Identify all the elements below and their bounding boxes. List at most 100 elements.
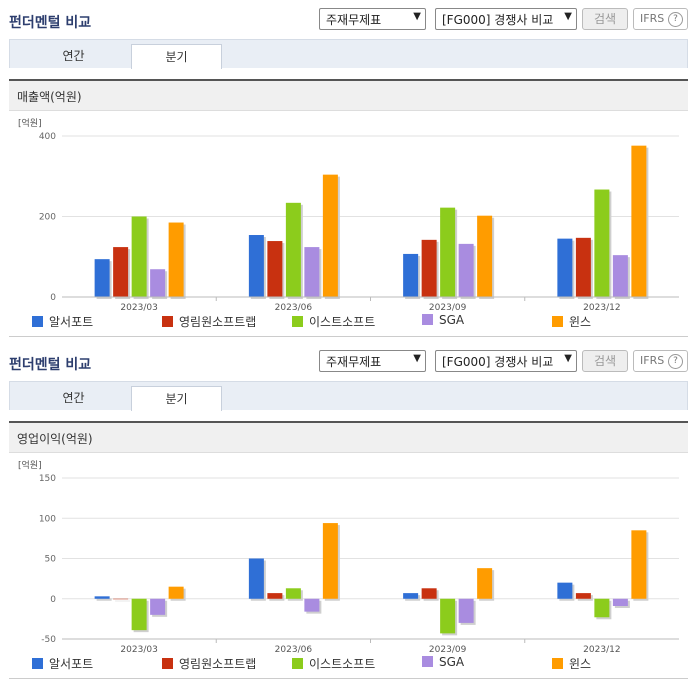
y-tick-label: -50 xyxy=(41,635,56,645)
period-tabs: 연간 분기 xyxy=(9,39,688,69)
fundamental-panel-operating-income: 펀더멘털 비교 주재무제표 ▼ [FG000] 경쟁사 비교 ▼ 검색 IFRS… xyxy=(0,342,696,684)
bar-shadow xyxy=(115,600,131,602)
bar xyxy=(113,598,129,600)
legend-item[interactable]: 이스트소프트 xyxy=(292,313,375,330)
y-tick-label: 0 xyxy=(50,595,56,605)
bar xyxy=(458,243,474,297)
bar xyxy=(631,530,647,599)
x-tick-label: 2023/12 xyxy=(583,303,620,313)
statement-select[interactable]: 주재무제표 ▼ xyxy=(319,8,426,30)
chevron-down-icon: ▼ xyxy=(413,11,421,22)
y-tick-label: 50 xyxy=(45,555,57,565)
legend-label: 알서포트 xyxy=(49,315,94,329)
legend-swatch xyxy=(422,656,433,667)
peer-compare-select-value: [FG000] 경쟁사 비교 xyxy=(442,13,554,27)
legend-label: 알서포트 xyxy=(49,657,94,671)
tab-quarterly[interactable]: 분기 xyxy=(131,386,222,411)
bar xyxy=(131,598,147,631)
legend-item[interactable]: 영림원소프트랩 xyxy=(162,655,256,672)
bar xyxy=(594,598,610,618)
bar xyxy=(575,237,591,297)
bar xyxy=(304,598,320,612)
legend-label: 영림원소프트랩 xyxy=(179,657,257,671)
legend-label: SGA xyxy=(439,313,465,327)
legend-item[interactable]: 윈스 xyxy=(552,313,591,330)
divider xyxy=(9,336,688,337)
peer-compare-select[interactable]: [FG000] 경쟁사 비교 ▼ xyxy=(435,8,577,30)
bar xyxy=(168,222,184,297)
legend-swatch xyxy=(292,316,303,327)
x-tick-label: 2023/09 xyxy=(429,303,467,313)
legend-item[interactable]: 이스트소프트 xyxy=(292,655,375,672)
chevron-down-icon: ▼ xyxy=(564,353,572,364)
fundamental-panel-revenue: 펀더멘털 비교 주재무제표 ▼ [FG000] 경쟁사 비교 ▼ 검색 IFRS… xyxy=(9,8,692,337)
bar xyxy=(285,202,301,297)
chart-header-label: 매출액(억원) xyxy=(17,90,82,104)
y-unit-label: [억원] xyxy=(18,117,42,129)
bar xyxy=(248,235,264,297)
bar xyxy=(304,247,320,297)
bar xyxy=(477,215,493,297)
x-tick-label: 2023/06 xyxy=(275,303,313,313)
x-tick-label: 2023/12 xyxy=(583,645,620,655)
ifrs-label: IFRS xyxy=(640,12,665,25)
bar xyxy=(267,593,283,599)
legend-swatch xyxy=(292,658,303,669)
legend-swatch xyxy=(162,658,173,669)
legend-swatch xyxy=(552,316,563,327)
bar xyxy=(403,593,419,599)
chart-header: 영업이익(억원) xyxy=(9,423,688,453)
divider xyxy=(9,678,688,679)
bar xyxy=(458,598,474,623)
bar xyxy=(285,588,301,599)
statement-select[interactable]: 주재무제표 ▼ xyxy=(319,350,426,372)
bar xyxy=(403,253,419,297)
legend-label: 윈스 xyxy=(569,315,592,329)
y-tick-label: 100 xyxy=(39,514,56,524)
statement-select-value: 주재무제표 xyxy=(326,355,382,369)
tab-annual[interactable]: 연간 xyxy=(62,391,85,405)
tab-quarterly[interactable]: 분기 xyxy=(131,44,222,69)
tab-annual[interactable]: 연간 xyxy=(62,49,85,63)
bar xyxy=(131,216,147,297)
bar xyxy=(477,568,493,599)
x-tick-label: 2023/03 xyxy=(120,303,157,313)
statement-select-value: 주재무제표 xyxy=(326,13,382,27)
bar xyxy=(248,558,264,599)
bar xyxy=(440,207,456,297)
chevron-down-icon: ▼ xyxy=(564,11,572,22)
peer-compare-select[interactable]: [FG000] 경쟁사 비교 ▼ xyxy=(435,350,577,372)
legend-swatch xyxy=(422,314,433,325)
chart-legend: 알서포트 영림원소프트랩 이스트소프트 SGA 윈스 xyxy=(32,313,692,329)
legend-item[interactable]: SGA xyxy=(422,313,464,327)
bar xyxy=(150,269,166,297)
ifrs-label: IFRS xyxy=(640,354,665,367)
ifrs-button[interactable]: IFRS ? xyxy=(633,8,688,30)
bar-shadow xyxy=(96,598,112,601)
chart-legend: 알서포트 영림원소프트랩 이스트소프트 SGA 윈스 xyxy=(32,655,692,671)
ifrs-button[interactable]: IFRS ? xyxy=(633,350,688,372)
peer-compare-select-value: [FG000] 경쟁사 비교 xyxy=(442,355,554,369)
legend-item[interactable]: 알서포트 xyxy=(32,655,93,672)
search-button[interactable]: 검색 xyxy=(582,8,628,30)
legend-label: 이스트소프트 xyxy=(309,657,376,671)
bar xyxy=(557,582,573,599)
bar xyxy=(575,593,591,599)
legend-item[interactable]: 알서포트 xyxy=(32,313,93,330)
legend-item[interactable]: SGA xyxy=(422,655,464,669)
y-tick-label: 200 xyxy=(39,213,56,223)
x-tick-label: 2023/03 xyxy=(120,645,157,655)
divider xyxy=(9,79,688,81)
bar xyxy=(113,247,129,297)
search-button[interactable]: 검색 xyxy=(582,350,628,372)
bar xyxy=(94,259,110,297)
legend-item[interactable]: 영림원소프트랩 xyxy=(162,313,256,330)
legend-label: 영림원소프트랩 xyxy=(179,315,257,329)
period-tabs: 연간 분기 xyxy=(9,381,688,411)
x-tick-label: 2023/06 xyxy=(275,645,313,655)
y-tick-label: 0 xyxy=(50,293,56,303)
legend-item[interactable]: 윈스 xyxy=(552,655,591,672)
y-tick-label: 150 xyxy=(39,474,56,484)
legend-label: 이스트소프트 xyxy=(309,315,376,329)
bar xyxy=(267,241,283,297)
